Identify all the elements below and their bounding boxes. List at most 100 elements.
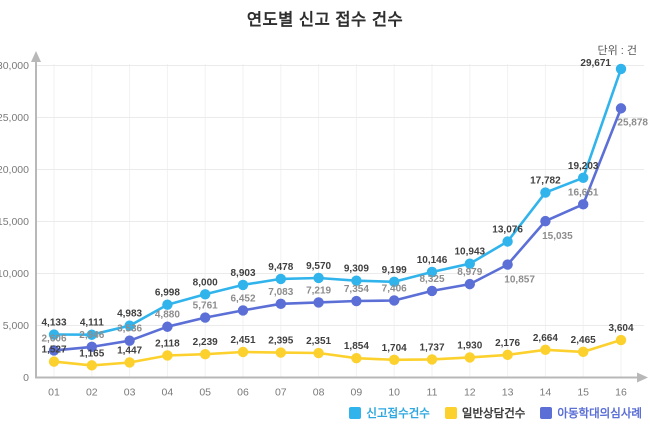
- data-point[interactable]: [237, 279, 249, 291]
- data-point[interactable]: [86, 341, 98, 353]
- data-point[interactable]: [124, 335, 135, 346]
- data-label: 1,704: [382, 343, 407, 354]
- data-label: 4,133: [41, 318, 66, 329]
- x-tick-label: 02: [86, 387, 98, 399]
- data-point[interactable]: [615, 334, 627, 346]
- data-label: 13,076: [492, 225, 523, 236]
- data-label: 1,737: [419, 342, 444, 353]
- x-tick-label: 12: [464, 387, 476, 399]
- series-line-2: [52, 107, 623, 352]
- legend-label: 아동학대의심사례: [557, 408, 642, 420]
- data-point[interactable]: [48, 345, 60, 356]
- data-point[interactable]: [426, 266, 438, 278]
- legend-item-2[interactable]: 아동학대의심사례: [540, 405, 642, 421]
- x-tick-label: 10: [388, 387, 400, 399]
- data-point[interactable]: [48, 329, 60, 340]
- data-point[interactable]: [200, 349, 211, 360]
- x-tick-label: 05: [199, 387, 211, 399]
- data-point[interactable]: [313, 272, 324, 284]
- data-point[interactable]: [86, 329, 98, 340]
- data-point[interactable]: [48, 356, 60, 367]
- legend-item-1[interactable]: 일반상담건수: [444, 405, 526, 421]
- data-point[interactable]: [615, 63, 627, 75]
- data-label: 1,527: [41, 345, 66, 356]
- data-label: 7,083: [268, 287, 293, 298]
- data-point[interactable]: [615, 103, 627, 114]
- data-label: 2,118: [155, 338, 180, 349]
- data-point[interactable]: [540, 215, 551, 227]
- legend-label: 일반상담건수: [461, 408, 526, 420]
- data-point[interactable]: [275, 347, 286, 358]
- x-tick-label: 04: [162, 387, 174, 399]
- data-label: 25,878: [617, 117, 648, 128]
- data-point[interactable]: [313, 297, 324, 308]
- data-point[interactable]: [351, 295, 362, 307]
- data-point[interactable]: [351, 275, 362, 286]
- data-point[interactable]: [275, 298, 286, 310]
- chart-legend: 신고접수건수 일반상담건수 아동학대의심사례: [349, 405, 642, 421]
- x-tick-label: 07: [275, 387, 287, 399]
- data-point[interactable]: [464, 278, 475, 290]
- data-point[interactable]: [502, 349, 513, 361]
- data-point[interactable]: [426, 354, 438, 365]
- data-label: 17,782: [530, 176, 561, 187]
- x-tick-label: 09: [351, 387, 363, 399]
- data-point[interactable]: [426, 285, 438, 297]
- legend-item-0[interactable]: 신고접수건수: [349, 405, 430, 421]
- y-tick-label: 30,000: [0, 60, 29, 72]
- data-label: 1,854: [344, 341, 369, 352]
- data-label: 8,903: [230, 268, 255, 279]
- x-axis-arrow-icon: [637, 372, 648, 383]
- y-tick-label: 10,000: [0, 268, 29, 280]
- legend-label: 신고접수건수: [366, 408, 430, 420]
- data-label: 2,664: [533, 333, 558, 344]
- data-point[interactable]: [540, 344, 551, 355]
- y-tick-label: 20,000: [0, 164, 29, 176]
- x-tick-label: 11: [427, 387, 438, 399]
- data-point[interactable]: [578, 172, 589, 183]
- series-line-0: [52, 67, 623, 337]
- data-label: 6,998: [155, 288, 180, 299]
- data-point[interactable]: [389, 295, 400, 306]
- data-point[interactable]: [351, 353, 362, 364]
- data-point[interactable]: [237, 305, 249, 316]
- data-point[interactable]: [124, 357, 135, 368]
- data-point[interactable]: [200, 312, 211, 323]
- data-point[interactable]: [124, 320, 135, 331]
- data-label: 29,671: [580, 58, 611, 69]
- data-point[interactable]: [162, 321, 173, 332]
- data-label: 19,203: [568, 161, 599, 172]
- data-point[interactable]: [389, 354, 400, 365]
- data-point[interactable]: [502, 259, 513, 270]
- data-label: 10,857: [504, 275, 535, 286]
- data-point[interactable]: [313, 347, 324, 359]
- data-point[interactable]: [464, 258, 475, 269]
- data-point[interactable]: [502, 236, 513, 247]
- legend-swatch-icon: [349, 407, 362, 419]
- data-point[interactable]: [464, 352, 475, 363]
- x-tick-label: 16: [615, 387, 627, 399]
- data-label: 2,239: [193, 337, 218, 348]
- data-label: 4,983: [117, 309, 142, 320]
- data-point[interactable]: [200, 289, 211, 300]
- data-point[interactable]: [578, 346, 589, 358]
- data-point[interactable]: [540, 187, 551, 198]
- data-point[interactable]: [162, 350, 173, 361]
- data-label: 9,478: [268, 262, 293, 273]
- data-label: 4,880: [155, 310, 180, 321]
- data-point[interactable]: [86, 360, 98, 371]
- data-label: 2,451: [230, 335, 255, 346]
- data-label: 4,111: [80, 318, 104, 329]
- data-label: 9,309: [344, 264, 369, 275]
- data-point[interactable]: [162, 299, 173, 310]
- data-point[interactable]: [578, 199, 589, 210]
- data-label: 9,199: [382, 265, 407, 276]
- data-point[interactable]: [237, 346, 249, 358]
- data-label: 7,219: [306, 285, 331, 296]
- data-point[interactable]: [275, 273, 286, 285]
- series-line-1: [52, 338, 623, 367]
- data-point[interactable]: [389, 276, 400, 288]
- legend-swatch-icon: [540, 407, 553, 419]
